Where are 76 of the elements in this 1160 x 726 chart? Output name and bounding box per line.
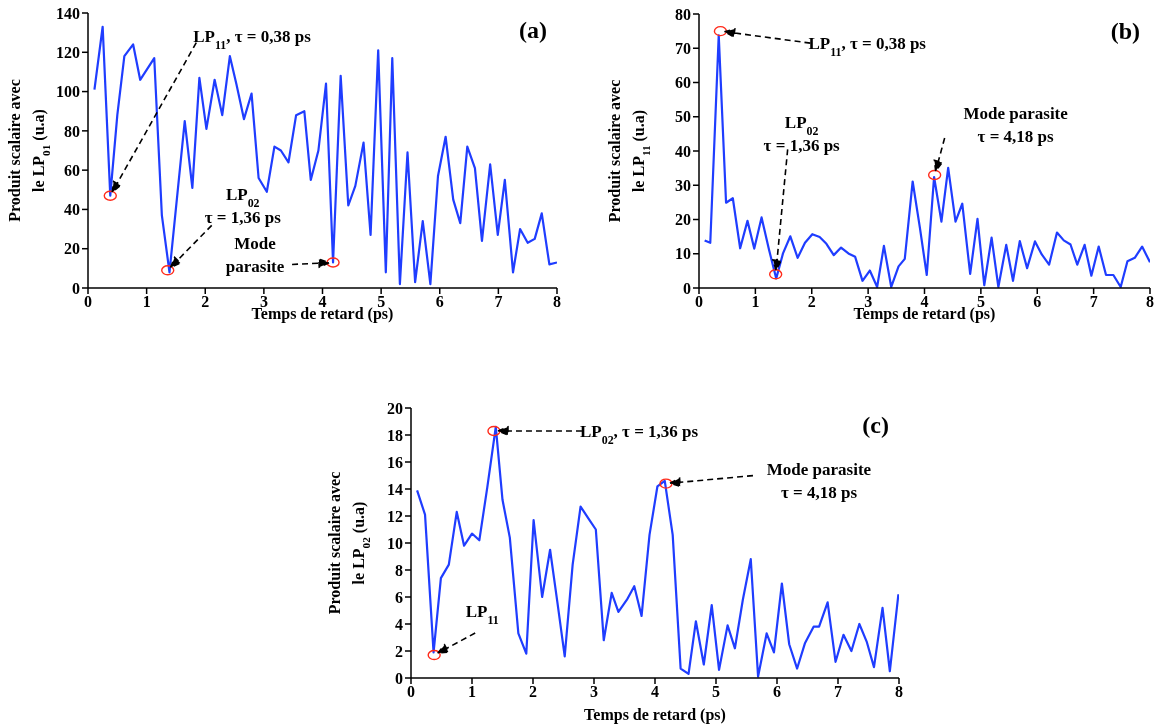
x-tick-label: 8: [553, 293, 561, 311]
y-tick-label: 6: [395, 588, 403, 606]
y-tick-label: 60: [675, 74, 691, 92]
x-tick-label: 6: [435, 293, 444, 311]
annotation: LP$_{11}$, τ = 0,38 ps: [193, 26, 312, 52]
annotation: Mode parasite: [225, 234, 285, 277]
annotation: LP$_{11}$: [465, 602, 499, 628]
y-tick-label: 10: [387, 534, 403, 552]
x-tick-label: 5: [377, 293, 386, 311]
x-tick-label: 0: [695, 293, 703, 311]
x-tick-label: 8: [895, 683, 903, 701]
y-tick-label: 0: [72, 279, 80, 297]
y-tick-label: 100: [56, 83, 80, 101]
y-tick-label: 16: [387, 453, 403, 471]
y-tick-label: 10: [675, 245, 691, 263]
y-tick-label: 40: [64, 201, 80, 219]
point: [659, 478, 673, 489]
y-tick-label: 40: [675, 142, 691, 160]
y-tick-label: 20: [64, 240, 80, 258]
point: [487, 425, 501, 437]
chart-title: (a): [519, 17, 547, 44]
y-tick-label: 2: [395, 642, 403, 660]
y-tick-label: 80: [675, 5, 691, 23]
x-tick-label: 5: [976, 293, 985, 311]
point: [103, 190, 117, 201]
x-tick-label: 7: [1089, 293, 1098, 311]
x-tick-label: 2: [529, 683, 537, 701]
y-tick-label: 18: [387, 426, 403, 444]
x-tick-label: 1: [142, 293, 151, 311]
x-tick-label: 6: [773, 683, 781, 701]
x-tick-label: 6: [1033, 293, 1042, 311]
point: [713, 25, 728, 37]
y-tick-label: 140: [56, 4, 80, 22]
y-tick-label: 20: [387, 399, 403, 417]
y-tick-label: 30: [675, 176, 691, 194]
x-tick-label: 4: [318, 293, 327, 311]
x-tick-label: 0: [84, 293, 92, 311]
y-tick-label: 20: [675, 211, 691, 229]
annotation: Mode parasite τ = 4,18 ps: [766, 459, 872, 502]
annotation: LP$_{02}$, τ = 1,36 ps: [579, 421, 699, 447]
x-tick-label: 7: [834, 683, 842, 701]
y-tick-label: 14: [387, 480, 403, 498]
x-tick-label: 1: [468, 683, 476, 701]
y-tick-label: 0: [683, 279, 691, 297]
y-tick-label: 4: [395, 615, 403, 633]
y-tick-label: 12: [387, 507, 403, 525]
x-tick-label: 3: [864, 293, 873, 311]
x-tick-label: 0: [407, 683, 415, 701]
y-tick-label: 0: [395, 669, 403, 687]
point: [427, 649, 441, 661]
annotation: LP$_{02}$ τ = 1,36 ps: [204, 185, 282, 228]
x-tick-label: 2: [201, 293, 210, 311]
x-tick-label: 4: [920, 293, 929, 311]
point: [161, 265, 175, 276]
x-tick-label: 7: [494, 293, 503, 311]
x-tick-label: 2: [807, 293, 816, 311]
y-tick-label: 80: [64, 122, 80, 140]
x-axis-title: Temps de retard (ps): [584, 706, 726, 724]
y-tick-label: 8: [395, 561, 403, 579]
point: [927, 169, 942, 181]
annotation: Mode parasite τ = 4,18 ps: [963, 103, 1069, 146]
x-tick-label: 4: [651, 683, 659, 701]
x-tick-label: 3: [590, 683, 598, 701]
point: [768, 269, 783, 280]
y-tick-label: 120: [56, 43, 80, 61]
point: [326, 257, 340, 268]
chart-title: (b): [1110, 18, 1140, 45]
annotation: LP$_{02}$ τ = 1,36 ps: [763, 113, 841, 156]
y-tick-label: 60: [64, 161, 80, 179]
chart-title: (c): [862, 412, 889, 439]
x-tick-label: 1: [751, 293, 760, 311]
x-tick-label: 8: [1146, 293, 1154, 311]
annotation: LP$_{11}$, τ = 0,38 ps: [808, 34, 927, 60]
y-tick-label: 50: [675, 108, 691, 126]
y-tick-label: 70: [675, 39, 691, 57]
x-tick-label: 5: [712, 683, 720, 701]
